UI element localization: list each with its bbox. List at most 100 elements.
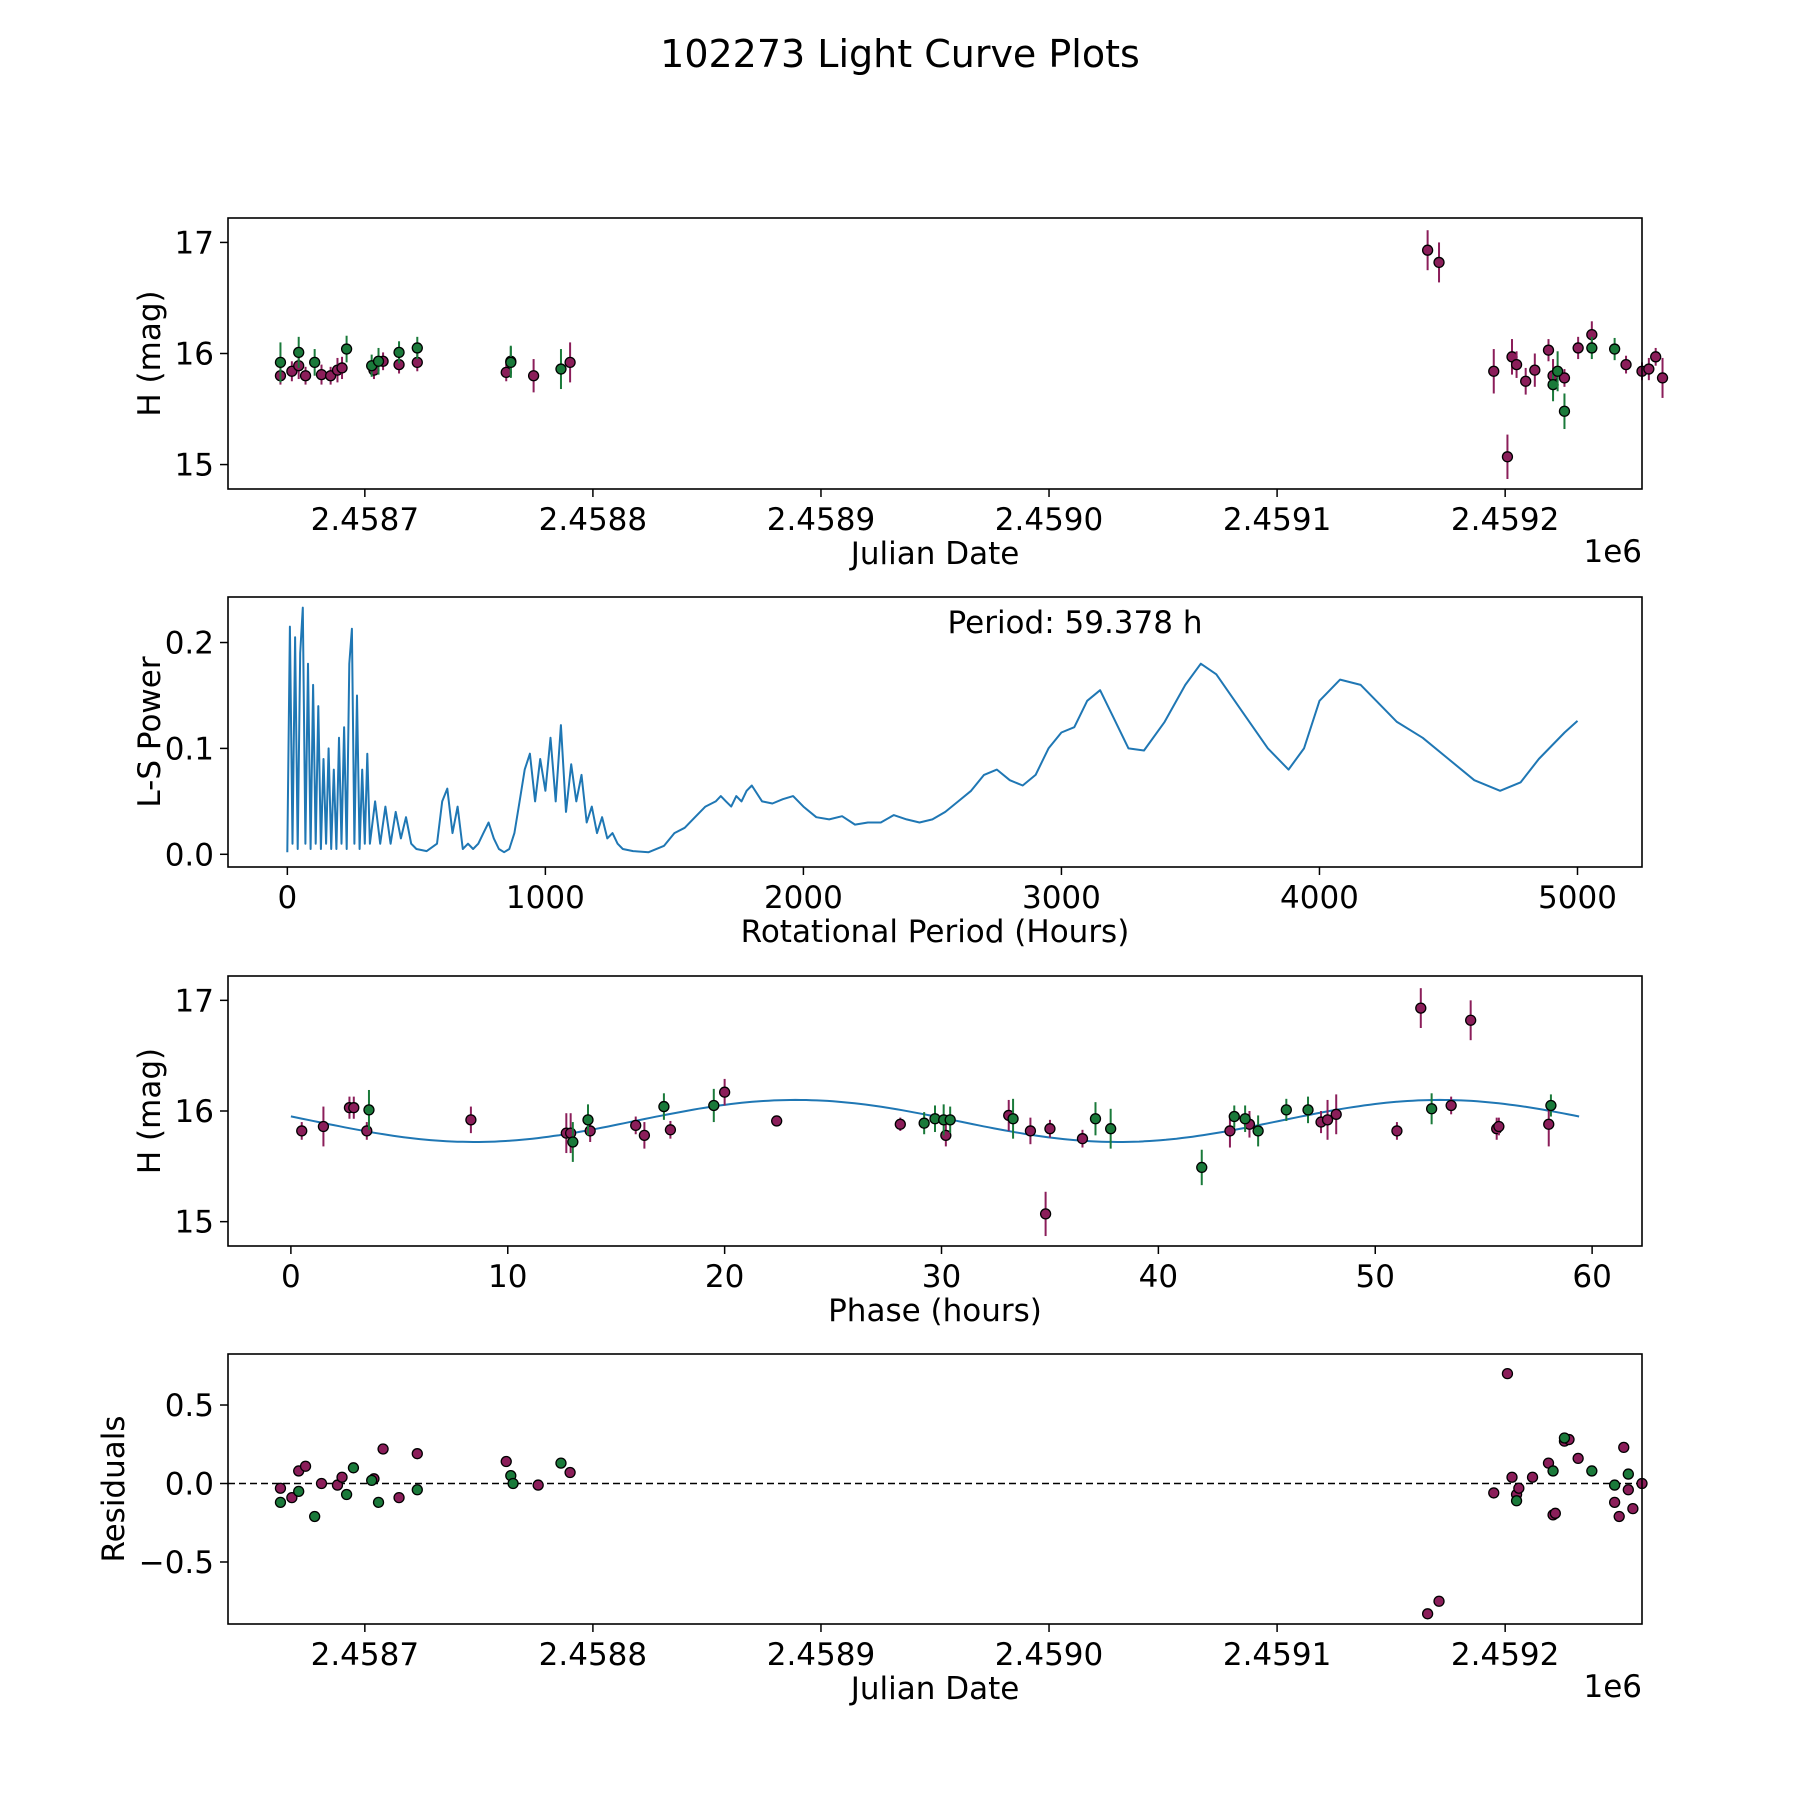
data-point [1545,1099,1557,1112]
data-point [771,1115,783,1127]
data-point [274,1482,287,1494]
x-tick-label: 2.4589 [767,1637,875,1673]
data-point [1425,1103,1438,1115]
data-point [1465,1014,1477,1026]
y-tick-label: 16 [175,1094,214,1130]
data-point [299,370,312,382]
data-point [1558,405,1571,417]
data-point [1280,1104,1292,1116]
data-point [567,1136,579,1148]
data-point [1433,256,1445,269]
panels: 2.4587 2.4588 2.4589 2.4590 2.4591 2.4592 15 16… [96,217,1669,1707]
y-tick-label: 15 [175,448,214,484]
y-axis-label: H (mag) [132,1048,168,1174]
data-point [309,1510,321,1523]
x-tick-label: 2.4592 [1451,502,1559,538]
data-point [1622,1468,1634,1480]
data-point [366,1474,378,1487]
data-point [1543,1118,1555,1130]
data-point [1007,1113,1019,1125]
data-point [347,1462,360,1474]
data-point [411,1484,423,1496]
data-point [1330,1108,1342,1120]
data-point [1551,365,1564,377]
x-tick-label: 4000 [1280,880,1359,916]
data-point [1415,1002,1427,1014]
data-point [527,370,540,382]
data-point [1558,372,1571,384]
data-point [1421,244,1434,256]
y-tick-label: 0.5 [165,1388,214,1424]
x-axis-label: Rotational Period (Hours) [741,914,1130,950]
data-point [555,363,567,375]
y-axis-label: H (mag) [132,290,168,416]
x-tick-label: 2.4589 [767,502,875,538]
data-point [1089,1113,1102,1125]
x-tick-label: 0 [277,880,297,916]
data-point [340,343,353,355]
data-point [1547,1465,1559,1477]
data-point [564,1466,576,1479]
data-point [1572,342,1584,354]
data-point [1039,1208,1052,1220]
axes-frame [227,1353,1643,1625]
data-point [465,1114,477,1126]
data-point [1622,1484,1634,1496]
data-point [315,1477,328,1490]
panel-light-curve: 2.4587 2.4588 2.4589 2.4590 2.4591 2.4592 15 16… [132,217,1669,572]
data-point [299,1460,312,1472]
data-point [894,1118,906,1130]
y-tick-label: 0.0 [165,837,214,873]
data-point [309,356,321,369]
y-tick-label: 15 [175,1205,214,1241]
data-point [293,346,305,359]
data-point [1433,1595,1445,1607]
x-tick-label: 2.4587 [311,502,419,538]
data-point [1391,1125,1403,1137]
data-point [411,1448,423,1460]
data-point [274,356,287,369]
x-tick-label: 5000 [1538,880,1617,916]
data-point [1501,451,1514,463]
data-point [630,1119,642,1132]
x-tick-label: 30 [922,1259,961,1295]
x-tick-label: 10 [488,1259,527,1295]
y-tick-label: 17 [175,983,214,1019]
data-point [393,1491,405,1504]
data-point [348,1102,360,1114]
data-point [296,1125,308,1137]
data-point [1618,1441,1630,1454]
x-axis-label: Julian Date [849,1671,1020,1707]
data-point [361,1125,373,1137]
data-point [584,1125,596,1137]
x-tick-label: 2.4592 [1451,1637,1559,1673]
x-tick-label: 40 [1139,1259,1178,1295]
axes-frame [227,217,1643,490]
data-point [500,1455,512,1468]
y-tick-label: 0.1 [165,731,214,767]
data-point [1572,1452,1584,1465]
data-point [1510,358,1523,371]
data-point [363,1104,375,1116]
data-point [1586,342,1598,354]
data-point [664,1124,677,1136]
figure-title: 102273 Light Curve Plots [660,32,1140,76]
data-point [1529,364,1541,376]
data-point [555,1457,567,1469]
data-point [500,366,512,379]
data-point [918,1117,930,1129]
data-point [1196,1161,1208,1174]
data-point [1224,1125,1236,1137]
x-axis-label: Phase (hours) [828,1293,1042,1329]
data-point [944,1114,956,1126]
data-point [317,1120,330,1133]
y-axis-label: L-S Power [132,656,168,807]
y-tick-label: 16 [175,337,214,373]
x-tick-label: 2.4591 [1223,1637,1331,1673]
x-tick-label: 2.4587 [311,1637,419,1673]
data-point [1650,351,1662,363]
data-point [1488,365,1500,377]
data-point [286,1491,298,1504]
data-point [1501,1367,1514,1380]
